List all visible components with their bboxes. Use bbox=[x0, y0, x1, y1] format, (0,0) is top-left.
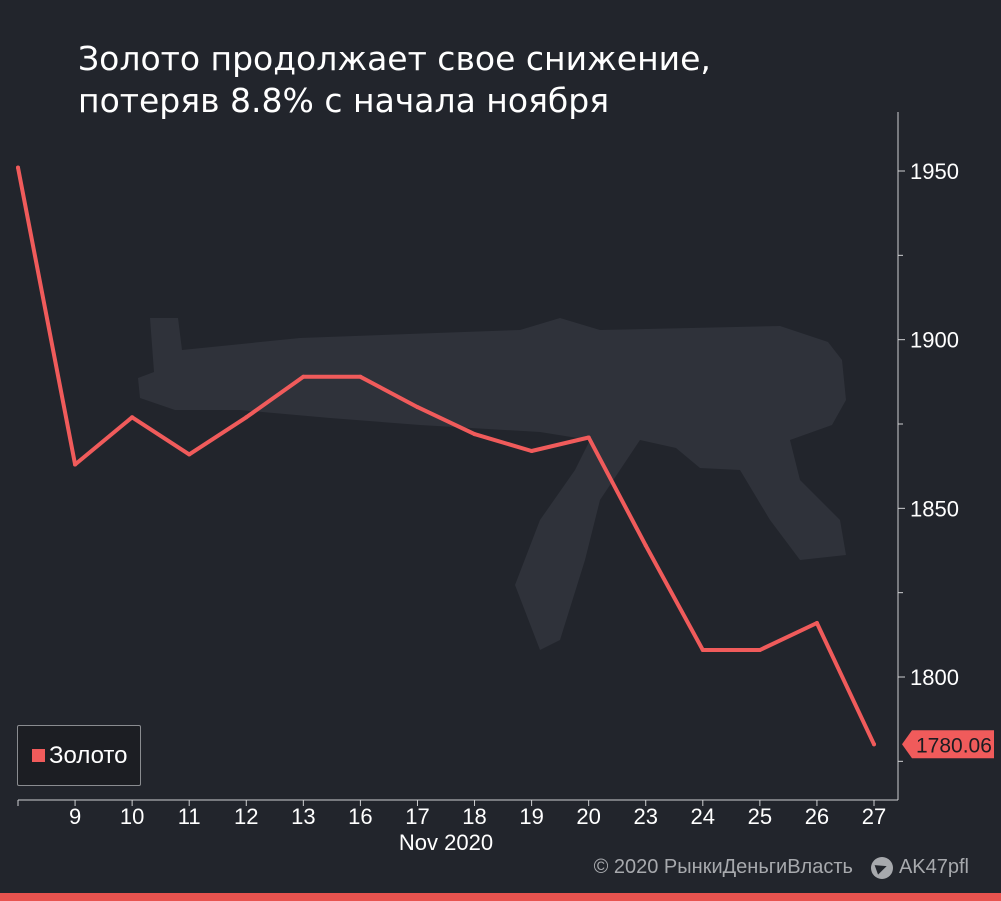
data-point bbox=[130, 415, 135, 420]
x-tick-label: 24 bbox=[691, 804, 715, 829]
data-point bbox=[187, 452, 192, 457]
data-point bbox=[814, 621, 819, 626]
y-tick-label: 1850 bbox=[910, 496, 959, 521]
data-point bbox=[872, 742, 876, 747]
chart-title-line-1: Золото продолжает свое снижение, bbox=[78, 39, 711, 78]
x-tick-label: 11 bbox=[178, 804, 201, 829]
last-value-flag bbox=[902, 730, 994, 759]
x-tick-label: 26 bbox=[805, 804, 829, 829]
x-tick-label: 12 bbox=[234, 804, 258, 829]
x-tick-label: 17 bbox=[405, 804, 429, 829]
data-point bbox=[472, 432, 477, 437]
x-tick-label: 23 bbox=[633, 804, 657, 829]
chart-title-line-2: потеряв 8.8% с начала ноября bbox=[78, 81, 610, 120]
x-tick-label: 18 bbox=[462, 804, 486, 829]
legend-swatch bbox=[32, 749, 45, 762]
last-value-label: 1780.06 bbox=[916, 734, 992, 757]
rifle-watermark-icon bbox=[138, 318, 846, 650]
tick-labels: 1800 1850 1900 1950 9 10 11 12 13 16 17 18 19 20 23 24 2… bbox=[69, 159, 959, 855]
x-tick-label: 10 bbox=[120, 804, 144, 829]
x-tick-label: 25 bbox=[748, 804, 772, 829]
axes bbox=[17, 112, 905, 806]
data-point bbox=[244, 415, 249, 420]
legend: Золото bbox=[17, 725, 141, 786]
bottom-accent-bar bbox=[0, 893, 1001, 901]
telegram-icon bbox=[870, 856, 893, 879]
data-point bbox=[301, 374, 306, 379]
y-tick-label: 1800 bbox=[910, 665, 959, 690]
data-point bbox=[358, 374, 363, 379]
footer-handle: AK47pfl bbox=[898, 856, 969, 878]
x-axis-title: Nov 2020 bbox=[399, 830, 493, 855]
data-point bbox=[643, 543, 648, 548]
series-layer: 1780.06 bbox=[16, 165, 994, 759]
legend-label: Золото bbox=[49, 741, 128, 769]
x-tick-label: 16 bbox=[348, 804, 372, 829]
data-point bbox=[700, 648, 705, 653]
chart-title: Золото продолжает свое снижение, потеряв… bbox=[78, 38, 711, 122]
data-point bbox=[757, 648, 762, 653]
y-tick-label: 1950 bbox=[910, 159, 959, 184]
footer-copyright: © 2020 РынкиДеньгиВласть bbox=[593, 856, 853, 878]
footer: © 2020 РынкиДеньгиВласть AK47pfl bbox=[594, 856, 969, 879]
data-point bbox=[16, 165, 20, 170]
data-point bbox=[586, 435, 591, 440]
series-line-zoloto bbox=[16, 165, 876, 747]
data-point bbox=[415, 405, 420, 410]
x-tick-label: 9 bbox=[69, 804, 81, 829]
data-point bbox=[73, 462, 78, 467]
x-tick-label: 13 bbox=[291, 804, 315, 829]
x-tick-label: 27 bbox=[862, 804, 886, 829]
y-tick-label: 1900 bbox=[910, 328, 959, 353]
data-point bbox=[529, 448, 534, 453]
x-tick-label: 19 bbox=[519, 804, 543, 829]
x-tick-label: 20 bbox=[576, 804, 600, 829]
